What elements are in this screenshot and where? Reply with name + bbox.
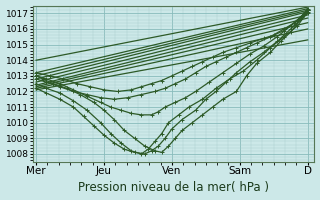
- X-axis label: Pression niveau de la mer( hPa ): Pression niveau de la mer( hPa ): [78, 181, 269, 194]
